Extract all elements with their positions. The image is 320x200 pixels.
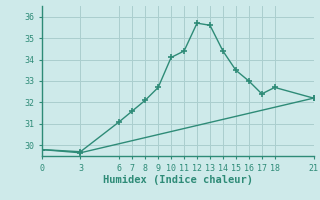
- X-axis label: Humidex (Indice chaleur): Humidex (Indice chaleur): [103, 175, 252, 185]
